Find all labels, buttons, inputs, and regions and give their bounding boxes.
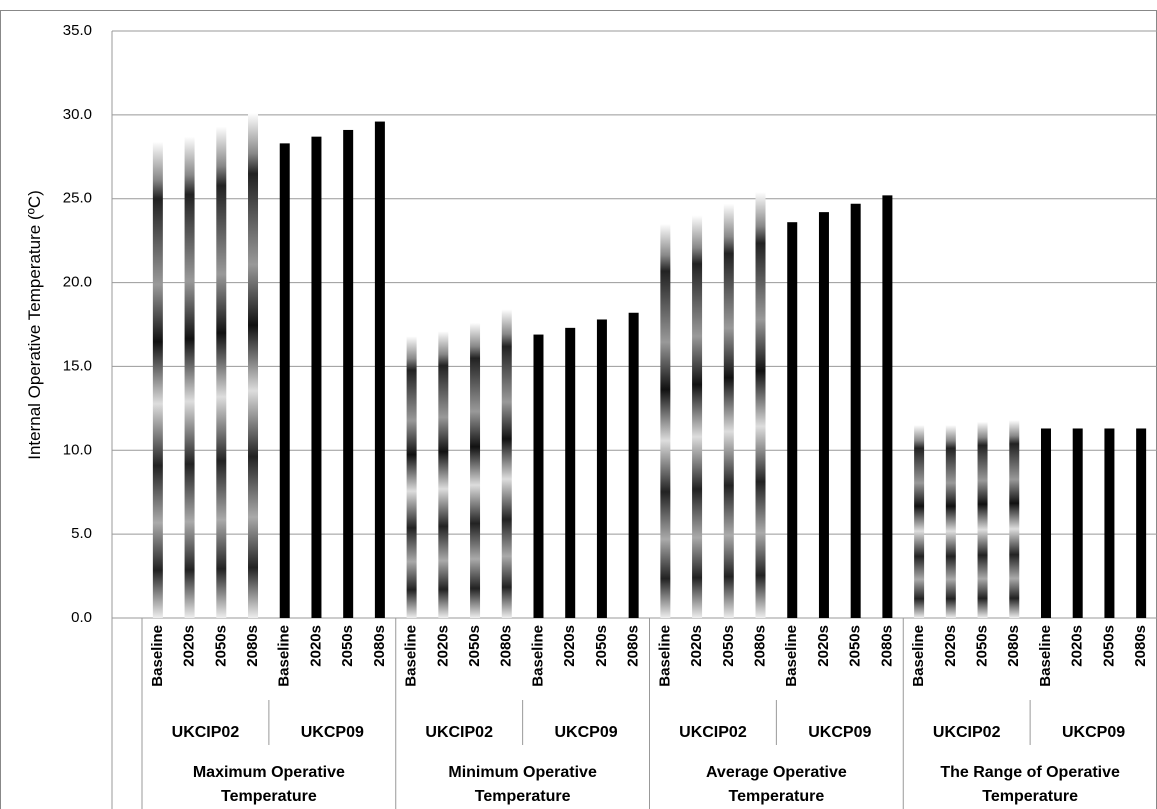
x-tick-label: 2050s xyxy=(339,625,356,667)
x-tick-label: 2020s xyxy=(307,625,324,667)
x-tick-label: 2080s xyxy=(625,625,642,667)
bar xyxy=(977,421,988,618)
subgroup-label: UKCIP02 xyxy=(679,724,747,741)
bar xyxy=(184,136,195,618)
y-axis-label: Internal Operative Temperature (ºC) xyxy=(25,190,44,460)
bar xyxy=(565,327,576,618)
group-label: The Range of Operative Temperature xyxy=(940,764,1120,805)
subgroup-label: UKCP09 xyxy=(554,724,617,741)
bar xyxy=(406,336,417,618)
x-tick-label: 2080s xyxy=(878,625,895,667)
x-tick-label: 2080s xyxy=(751,625,768,667)
group-label: Average Operative Temperature xyxy=(705,764,847,805)
x-tick-label: 2020s xyxy=(561,625,578,667)
x-tick-label: Baseline xyxy=(403,625,420,687)
bar xyxy=(533,334,544,618)
bar xyxy=(596,319,607,618)
x-tick-label: Baseline xyxy=(910,625,927,687)
x-tick-label: 2080s xyxy=(1132,625,1149,667)
x-tick-label: Baseline xyxy=(276,625,293,687)
x-tick-label: 2020s xyxy=(1069,625,1086,667)
bar xyxy=(470,322,481,618)
x-tick-label: 2080s xyxy=(1005,625,1022,667)
x-tick-label: 2050s xyxy=(593,625,610,667)
bar xyxy=(343,129,354,619)
bar xyxy=(438,331,449,618)
x-tick-label: Baseline xyxy=(1037,625,1054,687)
x-tick-label: 2050s xyxy=(1100,625,1117,667)
x-tick-label: 2020s xyxy=(181,625,198,667)
y-tick-label: 30.0 xyxy=(63,106,92,123)
x-tick-label: 2050s xyxy=(974,625,991,667)
bar xyxy=(723,203,734,618)
bar xyxy=(152,141,163,619)
bar xyxy=(311,136,322,618)
subgroup-label: UKCP09 xyxy=(808,724,871,741)
bar xyxy=(945,425,956,618)
x-tick-label: Baseline xyxy=(529,625,546,687)
bar xyxy=(279,143,290,618)
bar xyxy=(1104,428,1115,618)
x-tick-label: 2020s xyxy=(815,625,832,667)
y-tick-label: 5.0 xyxy=(71,525,92,542)
x-tick-label: Baseline xyxy=(783,625,800,687)
bar xyxy=(1009,420,1020,618)
bar xyxy=(818,212,829,619)
bar xyxy=(216,126,227,619)
subgroup-label: UKCP09 xyxy=(1062,724,1125,741)
x-tick-label: 2080s xyxy=(244,625,261,667)
x-tick-label: 2050s xyxy=(212,625,229,667)
bar xyxy=(914,425,925,618)
group-label: Maximum Operative Temperature xyxy=(192,764,345,805)
x-tick-label: 2080s xyxy=(498,625,515,667)
y-tick-label: 35.0 xyxy=(63,22,92,39)
bar xyxy=(882,195,893,619)
subgroup-label: UKCIP02 xyxy=(172,724,240,741)
bar xyxy=(1072,428,1083,618)
x-tick-label: 2020s xyxy=(688,625,705,667)
subgroup-label: UKCP09 xyxy=(301,724,364,741)
x-tick-label: 2020s xyxy=(942,625,959,667)
x-tick-label: Baseline xyxy=(149,625,166,687)
bar xyxy=(248,113,259,619)
bar xyxy=(787,222,798,619)
bar xyxy=(1040,428,1051,618)
x-tick-label: 2050s xyxy=(847,625,864,667)
group-label: Minimum Operative Temperature xyxy=(448,764,597,805)
bar xyxy=(628,312,639,618)
y-tick-label: 20.0 xyxy=(63,274,92,291)
x-tick-label: 2080s xyxy=(371,625,388,667)
subgroup-label: UKCIP02 xyxy=(933,724,1001,741)
bar xyxy=(501,309,512,618)
bar xyxy=(374,121,385,619)
y-tick-label: 25.0 xyxy=(63,190,92,207)
x-tick-label: Baseline xyxy=(656,625,673,687)
bar xyxy=(850,203,861,618)
bar xyxy=(755,192,766,618)
bar xyxy=(692,215,703,618)
x-tick-label: 2050s xyxy=(466,625,483,667)
chart-border xyxy=(0,10,1157,809)
bar xyxy=(660,223,671,618)
y-tick-label: 15.0 xyxy=(63,357,92,374)
y-tick-label: 0.0 xyxy=(71,609,92,626)
subgroup-label: UKCIP02 xyxy=(425,724,493,741)
x-tick-label: 2050s xyxy=(720,625,737,667)
bar xyxy=(1136,428,1147,618)
x-tick-label: 2020s xyxy=(434,625,451,667)
y-tick-label: 10.0 xyxy=(63,441,92,458)
